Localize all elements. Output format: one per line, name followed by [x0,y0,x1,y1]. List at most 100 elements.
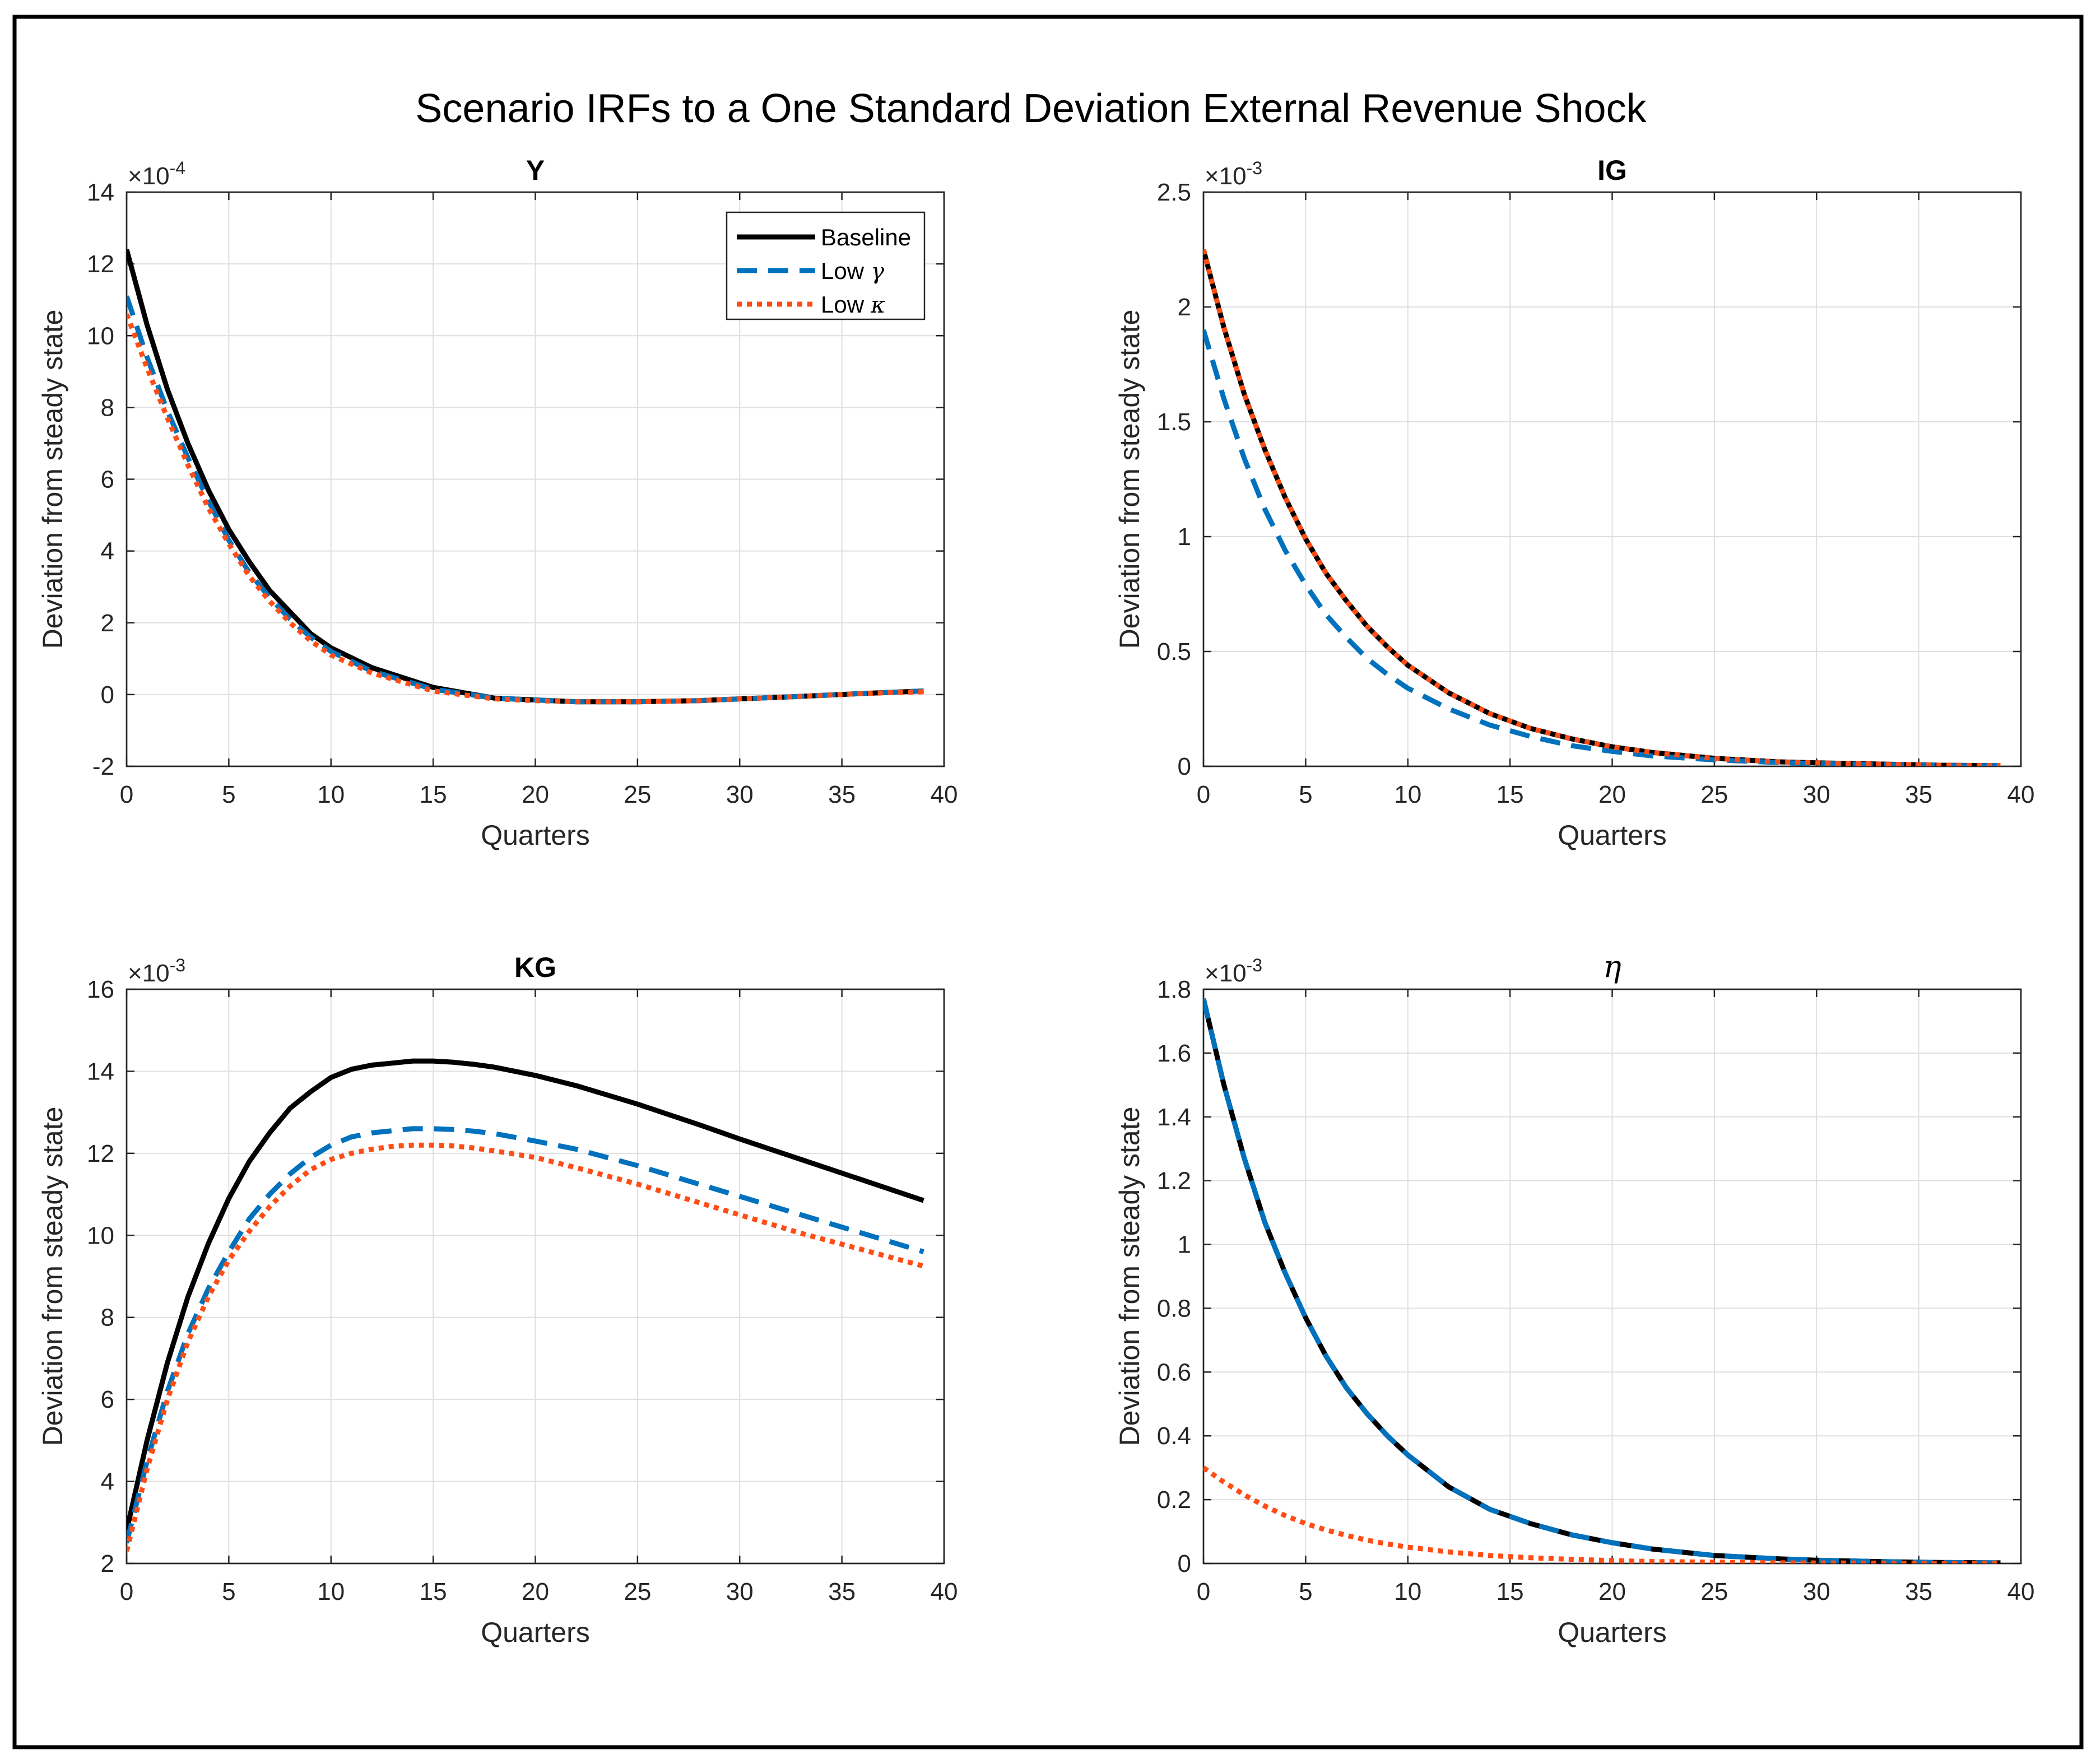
y-axis-label: Deviation from steady state [37,1107,68,1446]
y-tick-label: 1.2 [1157,1167,1191,1195]
y-tick-label: 16 [87,976,114,1003]
y-tick-label: 8 [101,394,114,421]
x-axis-label: Quarters [481,1617,590,1648]
series-line-low_kappa [1203,1465,2001,1563]
x-tick-label: 40 [931,781,958,808]
y-axis-label: Deviation from steady state [1114,310,1145,649]
x-tick-label: 10 [1394,781,1421,808]
y-tick-label: 10 [87,322,114,350]
axis-exponent-label: ×10-3 [1205,955,1262,987]
x-tick-label: 5 [222,1578,235,1605]
subplot-grid: 0 5 10 15 20 25 30 35 40-202468101214YQuartersDe… [37,155,2034,1648]
x-tick-label: 25 [624,1578,651,1605]
x-tick-label: 25 [624,781,651,808]
x-tick-label: 30 [1803,781,1830,808]
legend: Baseline Low γ Low κ [726,211,926,320]
x-tick-label: 25 [1700,781,1728,808]
subplot-title: IG [1597,155,1627,186]
axis-exponent-power: -4 [170,158,185,178]
x-tick-label: 20 [522,1578,549,1605]
y-tick-label: 0.2 [1157,1486,1191,1514]
y-tick-label: 6 [101,1386,114,1413]
x-tick-label: 40 [2007,781,2035,808]
y-tick-label: 12 [87,1140,114,1167]
legend-symbol: γ [871,259,884,285]
y-tick-label: -2 [92,753,114,780]
y-tick-label: 0.6 [1157,1358,1191,1386]
y-tick-label: 0.5 [1157,638,1191,665]
x-tick-label: 20 [1598,1578,1626,1605]
y-tick-label: 1.4 [1157,1104,1191,1131]
axis-exponent-power: -3 [170,955,185,975]
y-tick-label: 2 [101,609,114,637]
y-tick-label: 2 [1178,294,1191,321]
y-tick-label: 0.8 [1157,1295,1191,1322]
x-tick-label: 5 [222,781,235,808]
x-tick-label: 35 [828,781,856,808]
series-line-baseline [127,1058,924,1532]
x-tick-label: 20 [1598,781,1626,808]
x-tick-label: 10 [317,781,345,808]
y-tick-label: 0.4 [1157,1422,1191,1450]
legend-label-low_kappa: Low κ [821,291,885,318]
y-tick-label: 0 [1178,1550,1191,1577]
x-tick-label: 30 [726,1578,754,1605]
figure-border [12,15,2084,1749]
subplot-3: 0 5 10 15 20 25 30 35 40 2 4 6 8 10 12 14 16 KG Quarters De… [37,952,958,1648]
x-tick-label: 10 [1394,1578,1421,1605]
x-tick-label: 15 [420,1578,447,1605]
series-line-low_gamma [1203,329,2001,766]
y-tick-label: 2.5 [1157,179,1191,206]
axis-exponent-power: -3 [1247,955,1262,975]
axes-outline [1202,191,2022,767]
axis-exponent-label: ×10-3 [1205,158,1262,190]
series-line-low_gamma [1203,998,2001,1563]
x-tick-label: 15 [1497,781,1524,808]
legend-symbol: κ [870,292,885,318]
subplot-4: 0 5 10 15 20 25 30 35 40 0 0.2 0.4 0.6 0.8 1 1.2 1.4 1.6 1… [1114,949,2034,1648]
axis-exponent-label: ×10-3 [128,955,185,987]
x-tick-label: 10 [317,1578,345,1605]
y-tick-label: 4 [101,538,114,565]
y-tick-label: 12 [87,250,114,278]
axis-exponent-label: ×10-4 [128,158,185,190]
x-tick-label: 25 [1700,1578,1728,1605]
x-tick-label: 5 [1299,781,1312,808]
y-axis-label: Deviation from steady state [1114,1107,1145,1446]
x-tick-label: 35 [828,1578,856,1605]
series-line-low_kappa [127,1142,924,1552]
series-line-low_kappa [1203,249,2001,766]
x-tick-label: 0 [1197,781,1210,808]
axis-exponent-power: -3 [1247,158,1262,178]
y-tick-label: 1.5 [1157,408,1191,436]
x-tick-label: 0 [120,1578,133,1605]
y-axis-label: Deviation from steady state [37,310,68,649]
legend-box [726,211,926,320]
x-tick-label: 40 [931,1578,958,1605]
y-tick-label: 10 [87,1222,114,1249]
y-tick-label: 4 [101,1468,114,1496]
x-tick-label: 40 [2007,1578,2035,1605]
x-axis-label: Quarters [481,820,590,851]
x-axis-label: Quarters [1558,1617,1667,1648]
y-tick-label: 0 [1178,753,1191,780]
x-tick-label: 30 [726,781,754,808]
x-tick-label: 20 [522,781,549,808]
subplot-title: η [1603,949,1621,984]
axes-outline [126,988,945,1565]
y-tick-label: 1 [1178,1231,1191,1259]
x-tick-label: 5 [1299,1578,1312,1605]
legend-label-baseline: Baseline [821,224,911,250]
x-tick-label: 0 [1197,1578,1210,1605]
x-tick-label: 0 [120,781,133,808]
subplot-2: 0 5 10 15 20 25 30 35 40 0 0.5 1 1.5 2 2.5 IG Quarters De… [1114,155,2034,851]
subplot-title: KG [514,952,556,983]
series-line-low_kappa [127,313,924,705]
figure-title: Scenario IRFs to a One Standard Deviatio… [415,86,1647,131]
axes-outline [1202,988,2022,1565]
x-tick-label: 15 [1497,1578,1524,1605]
y-tick-label: 14 [87,1058,114,1085]
x-tick-label: 35 [1905,781,1932,808]
x-tick-label: 15 [420,781,447,808]
